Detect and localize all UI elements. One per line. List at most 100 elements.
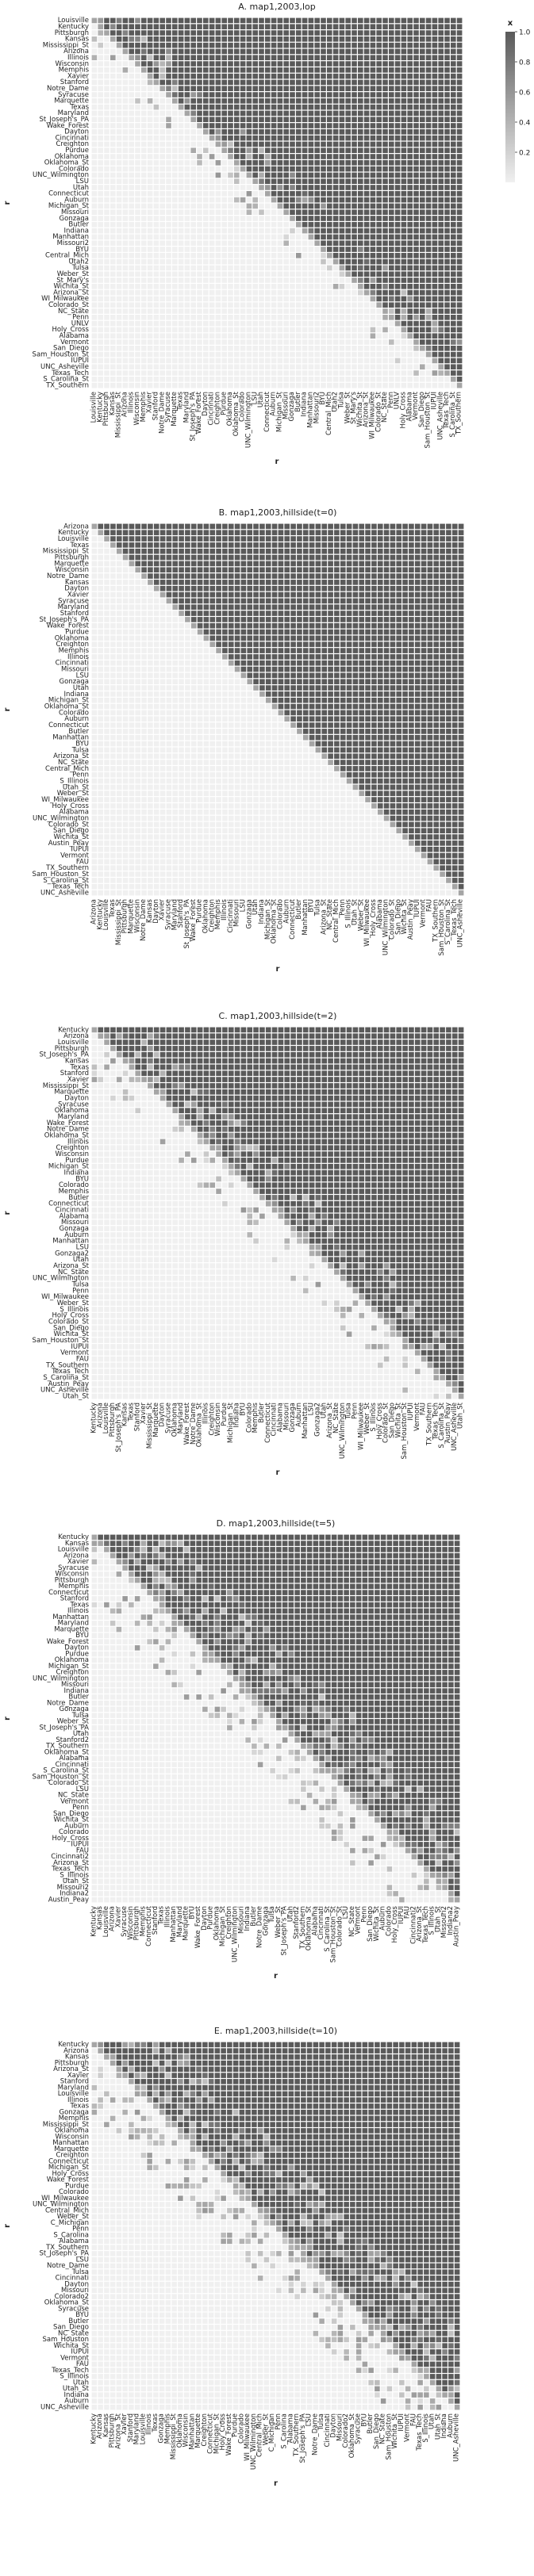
heatmap-cell	[215, 346, 221, 351]
heatmap-cell	[390, 635, 396, 641]
heatmap-cell	[209, 197, 215, 203]
heatmap-cell	[98, 123, 103, 128]
heatmap-cell	[382, 320, 388, 327]
heatmap-cell	[159, 308, 165, 314]
heatmap-cell	[352, 92, 357, 98]
heatmap-cell	[197, 240, 202, 246]
heatmap-cell	[110, 364, 116, 369]
heatmap-cell	[458, 591, 464, 598]
heatmap-cell	[110, 135, 116, 141]
heatmap-cell	[382, 79, 388, 86]
heatmap-cell	[425, 48, 432, 55]
heatmap-cell	[184, 351, 190, 358]
heatmap-cell	[308, 191, 314, 197]
heatmap-cell	[148, 604, 153, 611]
heatmap-cell	[340, 635, 346, 641]
heatmap-cell	[252, 333, 258, 339]
heatmap-cell	[252, 67, 258, 73]
heatmap-cell	[389, 24, 394, 29]
heatmap-cell	[104, 253, 109, 258]
heatmap-cell	[427, 611, 433, 616]
heatmap-cell	[122, 117, 129, 122]
heatmap-cell	[203, 178, 209, 184]
heatmap-cell	[159, 604, 166, 611]
heatmap-cell	[104, 191, 109, 197]
heatmap-cell	[129, 30, 134, 36]
heatmap-cell	[209, 247, 215, 252]
heatmap-cell	[252, 141, 258, 147]
heatmap-cell	[190, 129, 196, 135]
heatmap-cell	[370, 166, 376, 172]
heatmap-cell	[363, 185, 370, 190]
heatmap-cell	[135, 30, 140, 36]
heatmap-cell	[203, 36, 209, 42]
heatmap-cell	[246, 86, 252, 91]
heatmap-cell	[390, 567, 396, 573]
heatmap-cell	[110, 48, 116, 55]
heatmap-cell	[315, 548, 321, 554]
heatmap-cell	[332, 98, 339, 104]
heatmap-cell	[129, 364, 134, 369]
heatmap-cell	[104, 580, 109, 585]
heatmap-cell	[332, 253, 339, 258]
heatmap-cell	[141, 209, 147, 215]
heatmap-cell	[104, 635, 109, 641]
heatmap-cell	[290, 289, 295, 296]
heatmap-cell	[382, 278, 388, 283]
heatmap-cell	[221, 185, 227, 190]
heatmap-cell	[253, 604, 259, 611]
heatmap-cell	[153, 271, 159, 277]
heatmap-cell	[240, 172, 246, 178]
heatmap-cell	[259, 339, 264, 345]
heatmap-cell	[277, 247, 283, 252]
heatmap-cell	[259, 203, 264, 209]
heatmap-cell	[209, 358, 215, 364]
heatmap-cell	[383, 567, 390, 573]
heatmap-cell	[352, 573, 359, 579]
heatmap-cell	[432, 351, 438, 358]
heatmap-cell	[221, 178, 227, 184]
heatmap-cell	[296, 166, 302, 172]
heatmap-cell	[321, 110, 326, 117]
heatmap-cell	[259, 542, 265, 548]
heatmap-cell	[172, 530, 179, 536]
heatmap-cell	[370, 289, 376, 296]
heatmap-cell	[184, 73, 190, 79]
heatmap-cell	[389, 73, 394, 79]
heatmap-cell	[451, 265, 456, 271]
heatmap-cell	[284, 591, 290, 598]
heatmap-cell	[339, 117, 345, 122]
heatmap-cell	[159, 36, 165, 42]
heatmap-cell	[314, 240, 320, 246]
heatmap-cell	[252, 92, 258, 98]
heatmap-cell	[209, 209, 215, 215]
heatmap-cell	[358, 79, 363, 86]
heatmap-cell	[141, 598, 147, 604]
heatmap-cell	[228, 141, 233, 147]
heatmap-cell	[98, 86, 103, 91]
heatmap-cell	[104, 216, 109, 221]
heatmap-cell	[309, 598, 315, 604]
heatmap-cell	[98, 79, 103, 86]
heatmap-cell	[407, 234, 413, 240]
heatmap-cell	[407, 351, 413, 358]
heatmap-cell	[420, 61, 425, 67]
heatmap-cell	[358, 320, 363, 327]
heatmap-cell	[271, 191, 277, 197]
heatmap-cell	[234, 296, 240, 302]
heatmap-cell	[352, 30, 357, 36]
heatmap-cell	[153, 382, 159, 389]
heatmap-cell	[277, 265, 283, 271]
heatmap-cell	[420, 351, 425, 358]
heatmap-cell	[413, 141, 419, 147]
heatmap-cell	[153, 209, 159, 215]
heatmap-cell	[178, 382, 184, 389]
heatmap-cell	[122, 104, 129, 110]
heatmap-cell	[116, 197, 122, 203]
heatmap-cell	[265, 147, 271, 153]
heatmap-cell	[197, 567, 203, 573]
heatmap-cell	[370, 228, 376, 234]
heatmap-cell	[283, 86, 289, 91]
heatmap-cell	[444, 48, 450, 55]
heatmap-cell	[246, 92, 252, 98]
